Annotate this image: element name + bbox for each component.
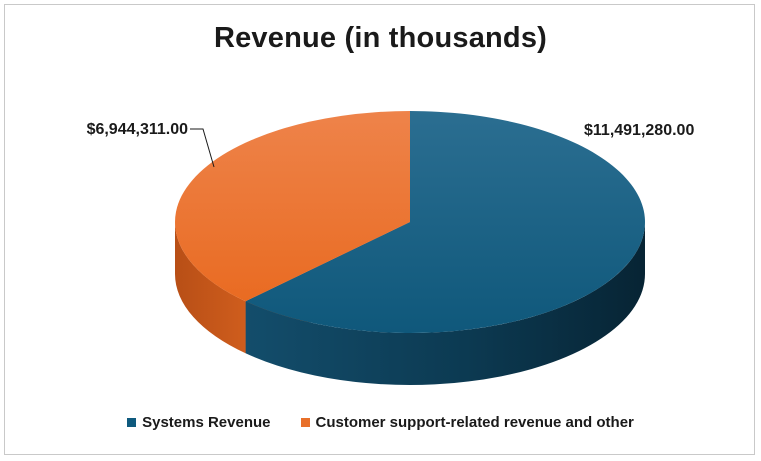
pie-side-systems (245, 222, 645, 385)
data-label-customer-support: $6,944,311.00 (87, 121, 189, 138)
pie-slice-systems (245, 111, 646, 333)
chart-title: Revenue (in thousands) (213, 22, 548, 54)
legend: Systems Revenue Customer support-related… (0, 414, 761, 431)
legend-swatch-customer-support (300, 418, 310, 427)
legend-label-systems: Systems Revenue (142, 414, 271, 431)
pie-side-customer-support (175, 222, 246, 354)
legend-item-customer-support: Customer support-related revenue and oth… (300, 414, 634, 431)
legend-item-systems: Systems Revenue (127, 414, 271, 431)
legend-swatch-systems (127, 418, 137, 427)
leader-line-customer-support (190, 128, 215, 168)
pie-slice-customer-support (175, 111, 410, 302)
data-label-systems: $11,491,280.00 (584, 122, 694, 139)
legend-label-customer-support: Customer support-related revenue and oth… (315, 414, 634, 431)
